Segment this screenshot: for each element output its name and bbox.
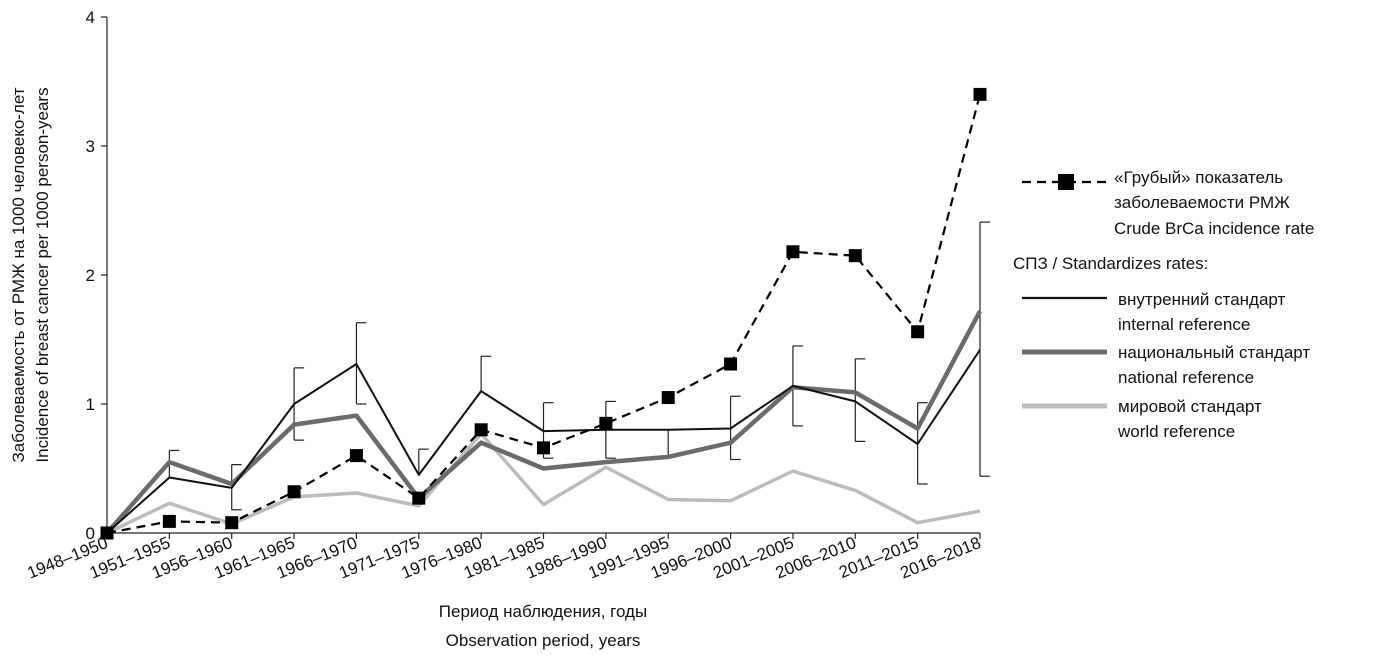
x-axis-title: Период наблюдения, годы	[439, 602, 647, 621]
crude-rate-marker	[661, 391, 675, 405]
y-tick-label: 4	[86, 8, 95, 27]
y-axis-title-en: Incidence of breast cancer per 1000 pers…	[33, 87, 52, 462]
x-ticks: 1948–19501951–19551956–19601961–19651966…	[24, 533, 983, 583]
legend-national-label-en: national reference	[1118, 368, 1254, 387]
y-tick-label: 2	[86, 266, 95, 285]
y-tick-label: 0	[86, 524, 95, 543]
crude-rate-marker	[162, 514, 176, 528]
series-line-1	[106, 349, 981, 534]
crude-rate-marker	[848, 249, 862, 263]
legend-internal-label: внутренний стандарт	[1118, 290, 1285, 309]
legend-world-label: мировой стандарт	[1118, 397, 1262, 416]
y-tick-label: 1	[86, 395, 95, 414]
legend-crude-label-en: Crude BrCa incidence rate	[1114, 219, 1314, 238]
legend-internal-label-en: internal reference	[1118, 315, 1250, 334]
crude-rate-marker	[911, 325, 925, 339]
crude-rate-marker	[786, 245, 800, 259]
series-layer	[100, 87, 987, 540]
y-axis-title: Заболеваемость от РМЖ на 1000 человеко-л…	[9, 87, 28, 462]
crude-rate-marker	[100, 526, 114, 540]
y-tick-label: 3	[86, 137, 95, 156]
y-ticks: 0 1 2 3 4	[86, 8, 107, 543]
crude-rate-marker	[412, 491, 426, 505]
series-line-2	[105, 310, 982, 535]
legend-header: СПЗ / Standardizes rates:	[1013, 254, 1208, 273]
crude-rate-marker	[724, 357, 738, 371]
crude-rate-marker	[287, 485, 301, 499]
series-line-3	[106, 431, 981, 535]
crude-rate-marker	[537, 441, 550, 455]
legend-world-label-en: world reference	[1117, 422, 1235, 441]
crude-rate-marker	[599, 416, 613, 430]
crude-rate-marker	[349, 449, 363, 463]
legend-crude-marker	[1058, 174, 1074, 190]
x-axis-title-en: Observation period, years	[446, 631, 641, 650]
crude-rate-marker	[973, 87, 987, 101]
legend: «Грубый» показатель заболеваемости РМЖ Cr…	[1013, 168, 1314, 441]
crude-rate-marker	[474, 423, 488, 437]
crude-rate-marker	[225, 516, 239, 530]
legend-crude-label: «Грубый» показатель заболеваемости РМЖ	[1114, 168, 1290, 212]
legend-national-label: национальный стандарт	[1118, 343, 1310, 362]
